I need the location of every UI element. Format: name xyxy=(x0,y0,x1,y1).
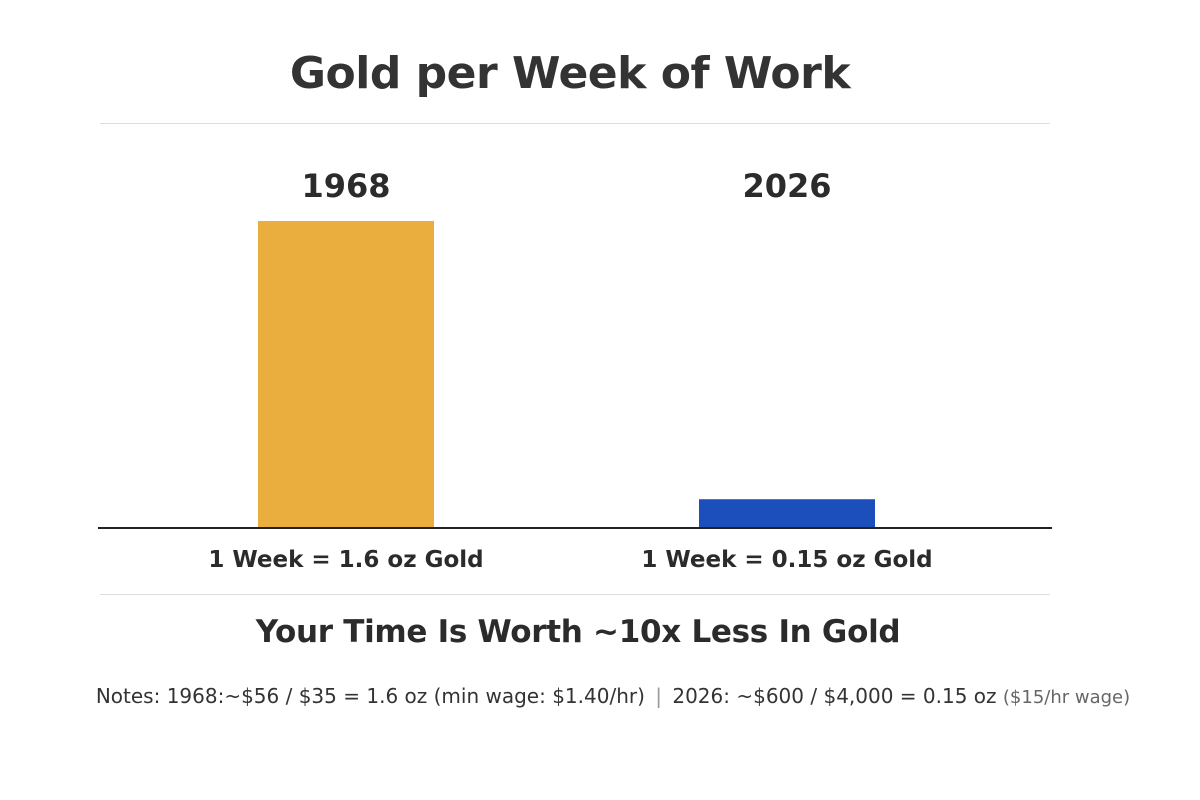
headline: Your Time Is Worth ~10x Less In Gold xyxy=(255,614,901,650)
value-label-1968: 1 Week = 1.6 oz Gold xyxy=(208,547,483,573)
notes-wage-2026: ($15/hr wage) xyxy=(1002,687,1131,708)
notes-2026: 2026: ~$600 / $4,000 = 0.15 oz xyxy=(672,684,997,708)
category-labels-group: 1968 2026 xyxy=(301,167,831,205)
bar-chart: 1968 2026 1 Week = 1.6 oz Gold 1 Week = 0.… xyxy=(98,167,1052,573)
category-label-2026: 2026 xyxy=(742,167,831,205)
bar-1968 xyxy=(258,221,434,528)
notes-1968: Notes: 1968:~$56 / $35 = 1.6 oz (min wag… xyxy=(95,684,645,708)
notes-separator: | xyxy=(655,684,662,708)
value-labels-group: 1 Week = 1.6 oz Gold 1 Week = 0.15 oz Gol… xyxy=(208,547,932,573)
value-label-2026: 1 Week = 0.15 oz Gold xyxy=(641,547,932,573)
bars-group xyxy=(258,221,875,528)
category-label-1968: 1968 xyxy=(301,167,390,205)
bottom-divider xyxy=(100,594,1050,595)
top-divider xyxy=(100,123,1050,124)
bar-2026 xyxy=(699,499,875,528)
chart-title: Gold per Week of Work xyxy=(289,48,851,99)
notes: Notes: 1968:~$56 / $35 = 1.6 oz (min wag… xyxy=(0,684,1200,708)
